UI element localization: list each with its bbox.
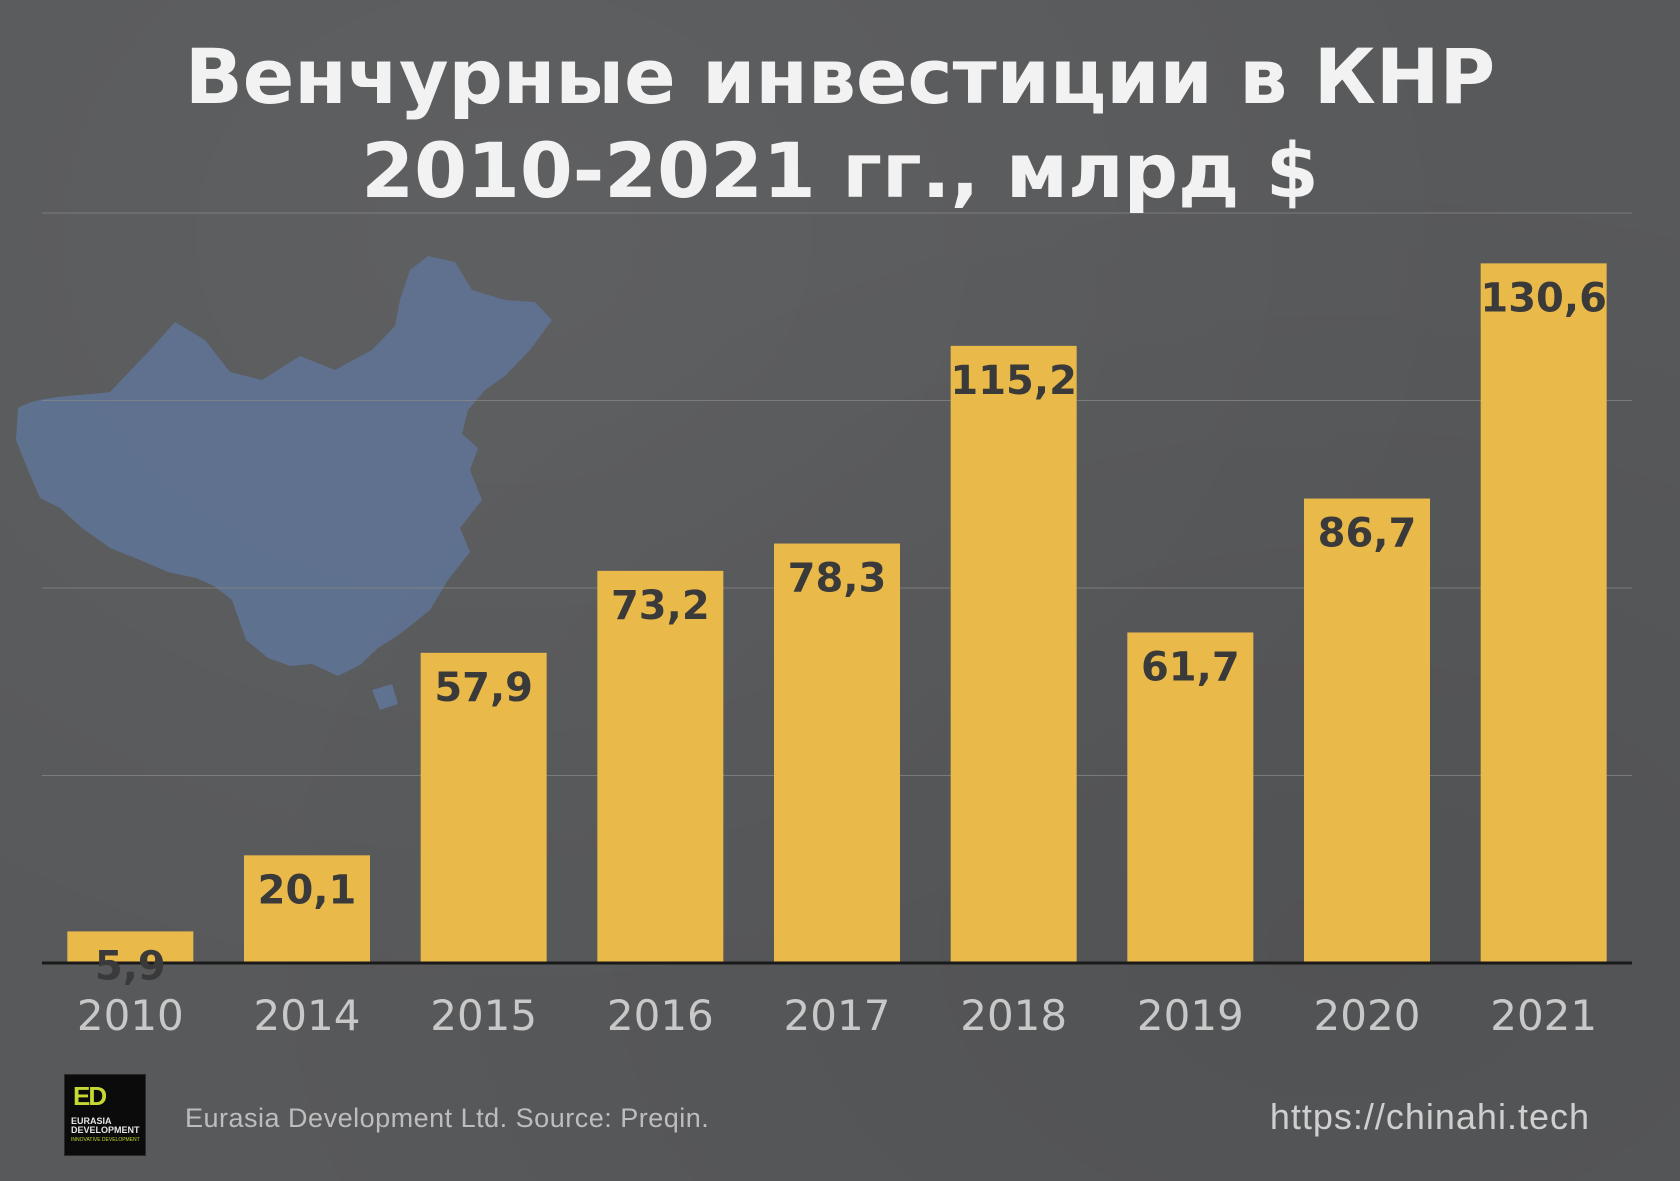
- logo-mark: ED: [73, 1081, 107, 1111]
- logo-tagline: INNOVATIVE DEVELOPMENT: [71, 1137, 140, 1143]
- x-tick-label-2015: 2015: [430, 991, 537, 1040]
- title-line-1: Венчурные инвестиции в КНР: [184, 32, 1496, 121]
- logo-name-line-1: EURASIA: [71, 1116, 112, 1126]
- x-tick-label-2010: 2010: [77, 991, 184, 1040]
- x-tick-label-2021: 2021: [1490, 991, 1597, 1040]
- x-tick-label-2020: 2020: [1314, 991, 1421, 1040]
- bar-2016: [597, 570, 724, 963]
- bar-2019: [1127, 632, 1254, 963]
- logo-name: EURASIA DEVELOPMENT: [71, 1117, 140, 1135]
- x-tick-label-2017: 2017: [784, 991, 891, 1040]
- bar-2020: [1304, 498, 1430, 963]
- value-label-2010: 5,9: [95, 943, 166, 989]
- china-map-icon: [16, 256, 552, 710]
- bar-2014: [244, 855, 370, 963]
- eurasia-development-logo: ED EURASIA DEVELOPMENT INNOVATIVE DEVELO…: [64, 1074, 146, 1156]
- value-label-2021: 130,6: [1480, 275, 1607, 321]
- x-tick-label-2014: 2014: [254, 991, 361, 1040]
- value-label-2019: 61,7: [1141, 644, 1240, 690]
- chart-title: Венчурные инвестиции в КНР 2010-2021 гг.…: [0, 30, 1680, 218]
- title-line-2: 2010-2021 гг., млрд $: [361, 126, 1319, 215]
- bar-2018: [950, 345, 1077, 963]
- footer-url: https://chinahi.tech: [1269, 1096, 1590, 1137]
- bars: [67, 263, 1607, 963]
- x-tick-label-2018: 2018: [960, 991, 1067, 1040]
- value-label-2015: 57,9: [434, 665, 533, 711]
- value-label-2020: 86,7: [1318, 511, 1417, 557]
- x-tick-label-2016: 2016: [607, 991, 714, 1040]
- bar-2017: [774, 543, 900, 963]
- value-label-2018: 115,2: [950, 358, 1077, 404]
- bar-2021: [1480, 263, 1607, 963]
- value-label-2017: 78,3: [788, 556, 887, 602]
- value-labels: 5,9 20,1 57,9 73,2 78,3 115,2 61,7 86,7 130,6: [95, 275, 1607, 989]
- x-tick-labels: 2010 2014 2015 2016 2017 2018 2019 2020 2021: [77, 991, 1597, 1040]
- bar-2015: [420, 652, 547, 963]
- bar-2010: [67, 931, 194, 963]
- value-label-2016: 73,2: [611, 583, 710, 629]
- logo-name-line-2: DEVELOPMENT: [71, 1125, 140, 1135]
- footer-credit: Eurasia Development Ltd. Source: Preqin.: [185, 1103, 710, 1133]
- value-label-2014: 20,1: [258, 867, 357, 913]
- x-tick-label-2019: 2019: [1137, 991, 1244, 1040]
